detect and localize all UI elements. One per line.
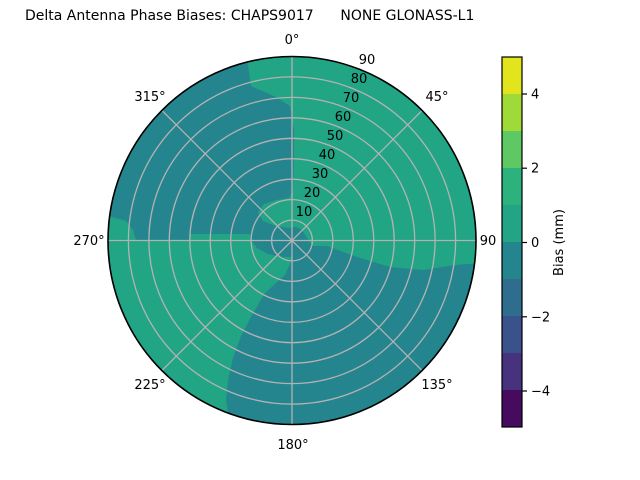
colorbar-band-2: [502, 94, 522, 131]
polar-outline: [107, 55, 477, 426]
colorbar: 4 2 0 −2 −4 Bias (mm): [501, 56, 567, 428]
colorbar-axis-label: Bias (mm): [552, 209, 567, 276]
r-label-60: 60: [335, 110, 352, 125]
colorbar-label-4: 4: [531, 88, 539, 103]
r-label-80: 80: [351, 72, 368, 87]
radial-tick-labels: 10 20 30 40 50 60 70 80 90: [296, 53, 376, 220]
colorbar-band-6: [502, 242, 522, 279]
r-label-20: 20: [304, 186, 321, 201]
colorbar-label-2: 2: [531, 162, 539, 177]
r-label-70: 70: [343, 91, 360, 106]
colorbar-band-8: [502, 316, 522, 353]
spoke-135-315: [161, 109, 423, 372]
colorbar-ticks: [522, 93, 527, 392]
contour-fill-layer: [108, 56, 476, 425]
polar-grid: [108, 56, 476, 425]
colorbar-label-neg4: −4: [531, 385, 550, 400]
colorbar-band-9: [502, 353, 522, 390]
theta-label-0: 0°: [285, 33, 300, 48]
r-label-90: 90: [359, 53, 376, 68]
r-label-50: 50: [327, 129, 344, 144]
r-label-30: 30: [312, 167, 329, 182]
theta-label-180: 180°: [277, 438, 308, 453]
colorbar-label-0: 0: [531, 236, 539, 251]
colorbar-band-4: [502, 168, 522, 205]
colorbar-band-5: [502, 205, 522, 242]
theta-label-135: 135°: [421, 378, 452, 393]
colorbar-label-neg2: −2: [531, 310, 550, 325]
r-label-10: 10: [296, 205, 313, 220]
theta-label-315: 315°: [134, 90, 165, 105]
theta-label-45: 45°: [425, 90, 448, 105]
colorbar-band-10: [502, 390, 522, 427]
colorbar-band-1: [502, 57, 522, 94]
colorbar-band-3: [502, 131, 522, 168]
colorbar-band-7: [502, 279, 522, 316]
theta-label-270: 270°: [73, 234, 104, 249]
theta-label-90: 90: [480, 234, 497, 249]
r-label-40: 40: [319, 148, 336, 163]
theta-label-225: 225°: [134, 378, 165, 393]
plot-title: Delta Antenna Phase Biases: CHAPS9017 NO…: [25, 8, 475, 24]
colorbar-tick-labels: 4 2 0 −2 −4: [531, 88, 550, 400]
theta-tick-labels: 0° 45° 90 135° 180° 225° 270° 315°: [73, 33, 496, 453]
